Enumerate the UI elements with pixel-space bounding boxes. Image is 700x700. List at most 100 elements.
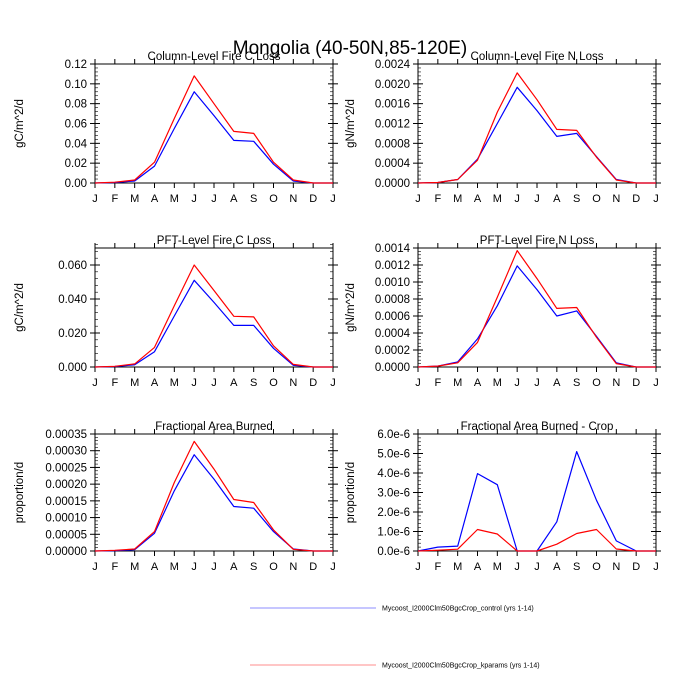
x-tick-label: A (151, 193, 159, 205)
panel-title: Column-Level Fire C Loss (148, 51, 281, 63)
x-tick-label: M (130, 561, 139, 573)
plot-frame (94, 247, 334, 368)
x-tick-label: J (514, 561, 520, 573)
panel-title: PFT-Level Fire C Loss (157, 235, 272, 247)
series-line-control (417, 451, 656, 552)
y-tick-label: 0.0006 (375, 311, 410, 323)
x-tick-label: S (573, 193, 580, 205)
x-tick-label: M (130, 193, 139, 205)
x-tick-label: D (309, 193, 317, 205)
x-tick-label: N (289, 193, 297, 205)
y-axis-label: gC/m^2/d (14, 283, 26, 332)
x-tick-label: M (453, 193, 462, 205)
x-tick-label: A (230, 193, 238, 205)
x-tick-label: A (151, 377, 159, 389)
y-tick-label: 6.0e-6 (377, 429, 410, 441)
x-tick-label: A (553, 561, 561, 573)
x-tick-label: S (250, 377, 257, 389)
plot-frame (417, 63, 657, 184)
x-tick-label: M (453, 377, 462, 389)
plot-frame (94, 63, 334, 184)
y-tick-label: 0.12 (65, 59, 87, 71)
y-tick-label: 0.00020 (45, 479, 87, 491)
legend-label-control: Mycoost_I2000Clm50BgcCrop_control (yrs 1… (382, 606, 534, 613)
y-tick-label: 0.0002 (375, 345, 410, 357)
y-tick-label: 0.02 (65, 158, 87, 170)
x-tick-label: A (553, 377, 561, 389)
x-tick-label: J (653, 561, 659, 573)
y-tick-label: 0.00015 (45, 496, 87, 508)
plot-frame (94, 433, 334, 552)
x-tick-label: M (130, 377, 139, 389)
x-tick-label: S (250, 561, 257, 573)
y-tick-label: 0.00000 (45, 546, 87, 558)
y-tick-label: 0.020 (58, 328, 87, 340)
y-tick-label: 0.0e-6 (377, 546, 410, 558)
x-tick-label: A (474, 561, 482, 573)
series-line-control (94, 91, 333, 184)
x-tick-label: J (211, 561, 217, 573)
x-tick-label: J (211, 193, 217, 205)
series-line-control (417, 265, 656, 368)
x-tick-label: A (230, 561, 238, 573)
y-tick-label: 0.0008 (375, 138, 410, 150)
x-tick-label: A (474, 193, 482, 205)
y-tick-label: 0.060 (58, 260, 87, 272)
x-tick-label: M (170, 377, 179, 389)
y-tick-label: 3.0e-6 (377, 488, 410, 500)
panel-5: Fractional Area Burned - Crop proportion/… (345, 421, 661, 573)
x-tick-label: M (493, 193, 502, 205)
x-tick-label: S (250, 193, 257, 205)
x-tick-label: F (434, 193, 441, 205)
plot-frame (417, 433, 657, 552)
x-tick-label: O (592, 193, 601, 205)
x-tick-label: A (230, 377, 238, 389)
x-tick-label: A (553, 193, 561, 205)
y-tick-label: 0.0004 (375, 328, 411, 340)
series-line-kparams (94, 440, 333, 552)
y-tick-label: 0.040 (58, 294, 87, 306)
y-axis-label: gN/m^2/d (345, 99, 357, 148)
x-tick-label: F (434, 561, 441, 573)
x-tick-label: J (92, 561, 98, 573)
y-tick-label: 0.0010 (375, 277, 410, 289)
x-tick-label: J (330, 377, 336, 389)
panel-title: Fractional Area Burned - Crop (461, 421, 614, 433)
x-tick-label: D (309, 377, 317, 389)
x-tick-label: J (534, 561, 540, 573)
y-tick-label: 0.04 (65, 138, 88, 150)
x-tick-label: F (434, 377, 441, 389)
legend-label-kparams: Mycoost_I2000Clm50BgcCrop_kparams (yrs 1… (382, 663, 540, 670)
series-line-kparams (417, 72, 656, 184)
x-tick-label: M (493, 377, 502, 389)
x-tick-label: F (111, 377, 118, 389)
x-tick-label: J (415, 377, 421, 389)
y-tick-label: 0.000 (58, 362, 87, 374)
series-line-control (417, 86, 656, 184)
y-tick-label: 0.0008 (375, 294, 410, 306)
x-tick-label: O (592, 561, 601, 573)
y-tick-label: 0.0024 (375, 59, 411, 71)
y-tick-label: 0.0004 (375, 158, 411, 170)
x-tick-label: J (330, 193, 336, 205)
x-tick-label: O (269, 193, 278, 205)
x-tick-label: M (493, 561, 502, 573)
panel-title: PFT-Level Fire N Loss (480, 235, 595, 247)
y-tick-label: 2.0e-6 (377, 507, 410, 519)
x-tick-label: N (612, 561, 620, 573)
x-tick-label: M (453, 561, 462, 573)
x-tick-label: D (632, 193, 640, 205)
x-tick-label: F (111, 561, 118, 573)
x-tick-label: O (269, 561, 278, 573)
x-tick-label: A (151, 561, 159, 573)
x-tick-label: M (170, 193, 179, 205)
y-tick-label: 0.06 (65, 119, 87, 131)
y-tick-label: 0.0012 (375, 119, 410, 131)
x-tick-label: N (289, 377, 297, 389)
x-tick-label: O (592, 377, 601, 389)
